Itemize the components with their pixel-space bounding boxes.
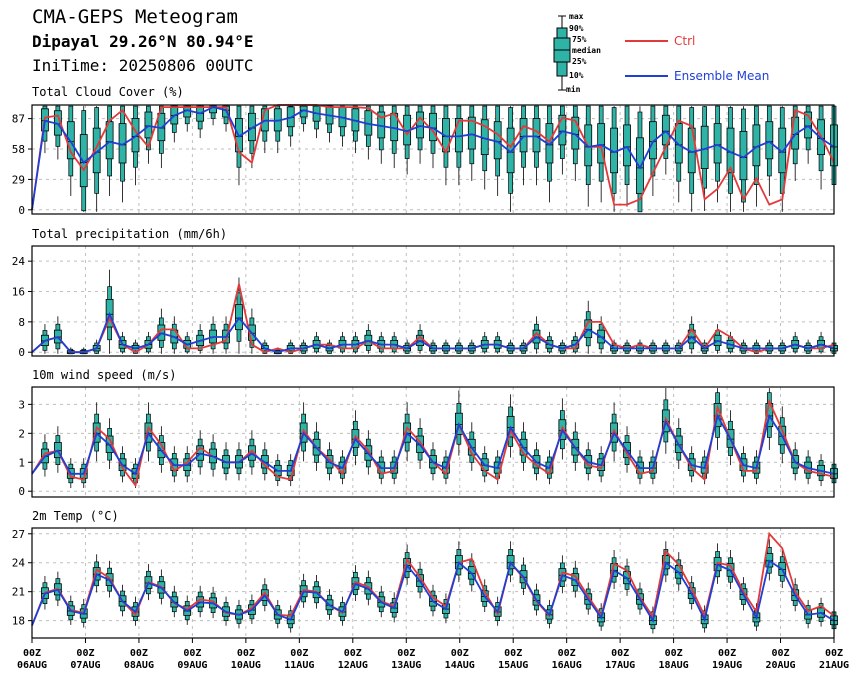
panel-title-temp: 2m Temp (°C) <box>32 509 119 523</box>
xtick-hour-label: 00Z <box>665 648 683 659</box>
box-inner <box>416 111 424 139</box>
legend-p25: 25% <box>572 57 587 66</box>
panel-1: 0 8 16 24 <box>12 245 838 359</box>
ytick-label: 21 <box>12 586 25 599</box>
legend-mean-label: Ensemble Mean <box>674 69 769 83</box>
ctrl-line <box>31 104 835 210</box>
xtick-date-label: 20AUG <box>765 660 795 671</box>
panel-frame <box>31 386 835 498</box>
panel-frame <box>31 104 835 215</box>
ytick-label: 27 <box>12 528 25 541</box>
xtick-hour-label: 00Z <box>290 648 308 659</box>
ytick-label: 16 <box>12 286 25 299</box>
panel-title-wind: 10m wind speed (m/s) <box>32 368 177 382</box>
ytick-label: 18 <box>12 615 25 628</box>
ytick-label: 87 <box>12 113 25 126</box>
xtick-date-label: 06AUG <box>17 660 47 671</box>
xtick-hour-label: 00Z <box>558 648 576 659</box>
xtick-hour-label: 00Z <box>504 648 522 659</box>
box-inner <box>636 137 644 195</box>
xtick-hour-label: 00Z <box>237 648 255 659</box>
xtick-hour-label: 00Z <box>76 648 94 659</box>
box-inner <box>558 114 567 146</box>
xtick-hour-label: 00Z <box>451 648 469 659</box>
panel-0: 0 29 58 87 <box>12 104 838 217</box>
ensemble-mean-line <box>31 106 835 210</box>
panel-3: 18 21 24 27 <box>12 527 838 639</box>
box-inner <box>597 123 606 164</box>
ytick-label: 0 <box>18 346 25 359</box>
xtick-date-label: 17AUG <box>605 660 635 671</box>
xtick-date-label: 16AUG <box>552 660 582 671</box>
xtick-hour-label: 00Z <box>718 648 736 659</box>
legend-p90: 90% <box>569 24 584 33</box>
xtick-date-label: 07AUG <box>70 660 100 671</box>
init-time-label: IniTime: 20250806 00UTC <box>32 56 254 75</box>
xtick-hour-label: 00Z <box>183 648 201 659</box>
xtick-date-label: 12AUG <box>338 660 368 671</box>
xtick-date-label: 11AUG <box>284 660 314 671</box>
legend-max: max <box>569 12 584 21</box>
panel-2: 0 1 2 3 <box>18 386 838 498</box>
xtick-hour-label: 00Z <box>23 648 41 659</box>
chart-title: CMA-GEPS Meteogram <box>32 6 238 28</box>
box-inner <box>532 118 541 153</box>
ensemble-mean-line <box>31 559 835 626</box>
xtick-date-label: 18AUG <box>659 660 689 671</box>
xtick-date-label: 09AUG <box>177 660 207 671</box>
panel-title-cloud: Total Cloud Cover (%) <box>32 85 184 99</box>
ytick-label: 24 <box>12 557 26 570</box>
xtick-hour-label: 00Z <box>611 648 629 659</box>
ytick-label: 24 <box>12 255 26 268</box>
panel-frame <box>31 527 835 639</box>
ytick-label: 2 <box>18 427 25 440</box>
ytick-label: 58 <box>12 143 25 156</box>
xtick-date-label: 15AUG <box>498 660 528 671</box>
panel-frame <box>31 245 835 357</box>
box-inner <box>674 123 683 164</box>
ytick-label: 0 <box>18 485 25 498</box>
box-inner <box>623 124 631 167</box>
ytick-label: 0 <box>18 204 25 217</box>
location-label: Dipayal 29.26°N 80.94°E <box>32 32 254 51</box>
xtick-hour-label: 00Z <box>397 648 415 659</box>
ytick-label: 3 <box>18 398 25 411</box>
box-inner <box>649 121 657 160</box>
legend-ctrl-label: Ctrl <box>674 34 695 48</box>
ytick-label: 29 <box>12 173 25 186</box>
xtick-date-label: 21AUG <box>819 660 849 671</box>
xtick-hour-label: 00Z <box>772 648 790 659</box>
xtick-hour-label: 00Z <box>825 648 843 659</box>
xtick-date-label: 08AUG <box>124 660 154 671</box>
xtick-date-label: 13AUG <box>391 660 421 671</box>
legend: max 90% 75% median 25% 10% min Ctrl Ense… <box>553 12 769 94</box>
xtick-date-label: 19AUG <box>712 660 742 671</box>
ytick-label: 1 <box>18 456 25 469</box>
xtick-date-label: 14AUG <box>445 660 475 671</box>
box-inner <box>144 111 153 139</box>
xtick-hour-label: 00Z <box>130 648 148 659</box>
legend-p10: 10% <box>569 71 584 80</box>
box-inner <box>519 118 528 153</box>
box-inner <box>713 123 722 164</box>
ensemble-mean-line <box>31 413 835 476</box>
ytick-label: 8 <box>18 316 25 329</box>
legend-min: min <box>566 84 581 94</box>
xtick-hour-label: 00Z <box>344 648 362 659</box>
box-inner <box>467 116 476 150</box>
box-inner <box>765 121 774 160</box>
xtick-date-label: 10AUG <box>231 660 261 671</box>
ensemble-mean-line <box>31 311 835 354</box>
panel-title-precip: Total precipitation (mm/6h) <box>32 227 228 241</box>
legend-p75: 75% <box>572 35 587 44</box>
legend-median: median <box>572 45 601 55</box>
